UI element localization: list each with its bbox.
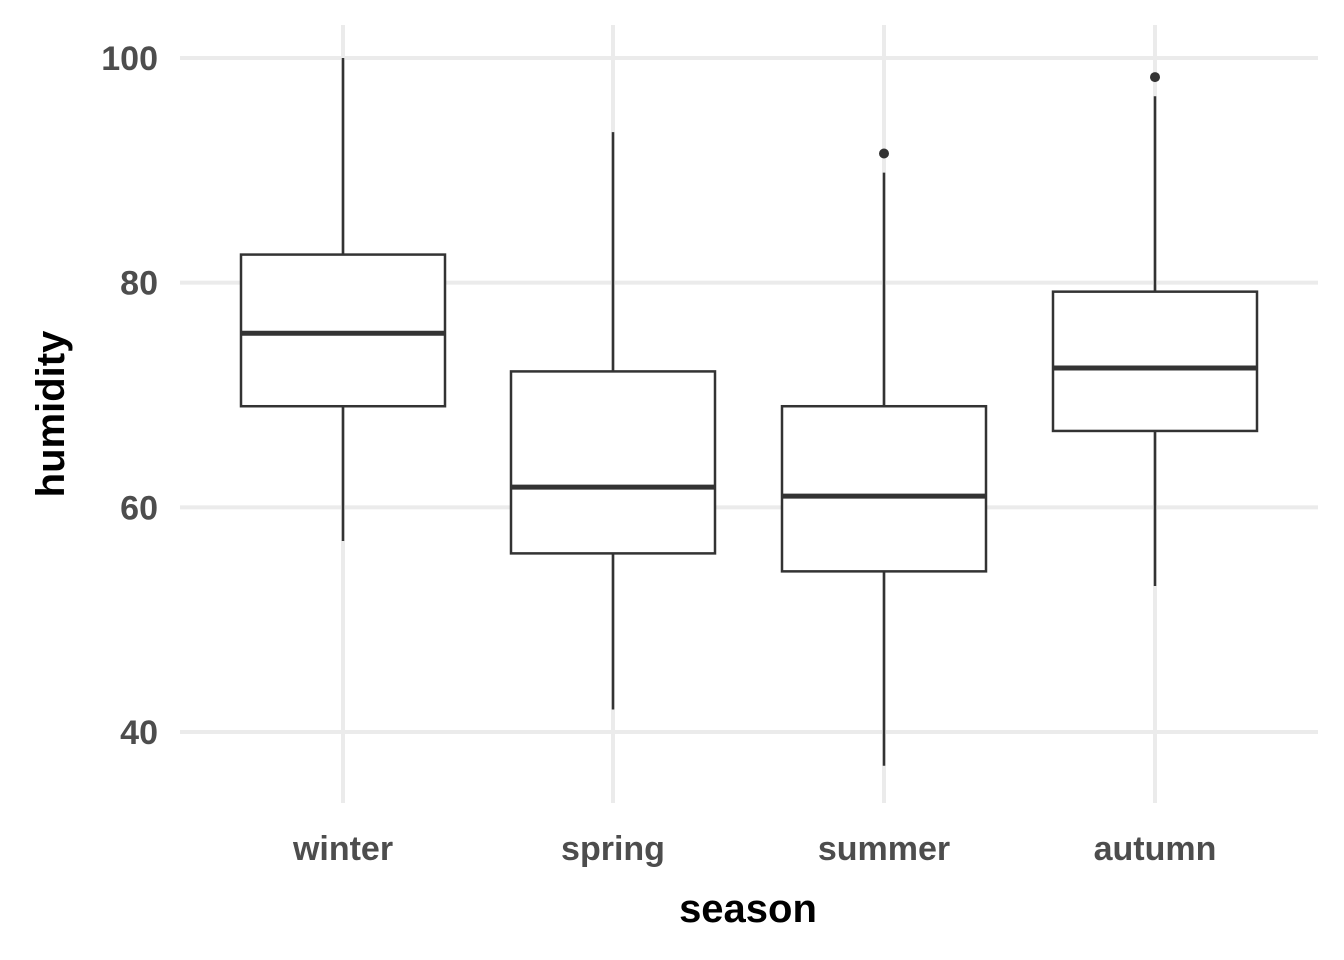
iqr-box <box>239 253 447 408</box>
outlier-point <box>1150 72 1160 83</box>
box-winter <box>239 58 447 542</box>
x-tick-label: autumn <box>1094 830 1217 868</box>
x-axis-ticks: winter spring summer autumn <box>292 830 1216 868</box>
iqr-box <box>1051 290 1259 433</box>
x-tick-label: winter <box>292 830 393 868</box>
iqr-box <box>780 404 988 573</box>
box-series <box>239 58 1259 766</box>
box-spring <box>509 132 717 710</box>
y-axis-ticks: 40 60 80 100 <box>101 40 158 752</box>
x-tick-label: spring <box>561 830 665 868</box>
x-tick-label: summer <box>818 830 950 868</box>
y-axis-title: humidity <box>29 330 73 497</box>
box-autumn <box>1051 72 1259 586</box>
iqr-box <box>509 370 717 555</box>
box-summer <box>780 148 988 766</box>
y-tick-label: 40 <box>120 714 158 752</box>
y-tick-label: 60 <box>120 489 158 527</box>
y-tick-label: 100 <box>101 40 158 78</box>
outlier-point <box>879 148 889 159</box>
x-gridlines <box>341 25 1157 803</box>
y-tick-label: 80 <box>120 265 158 303</box>
x-axis-title: season <box>679 887 817 931</box>
